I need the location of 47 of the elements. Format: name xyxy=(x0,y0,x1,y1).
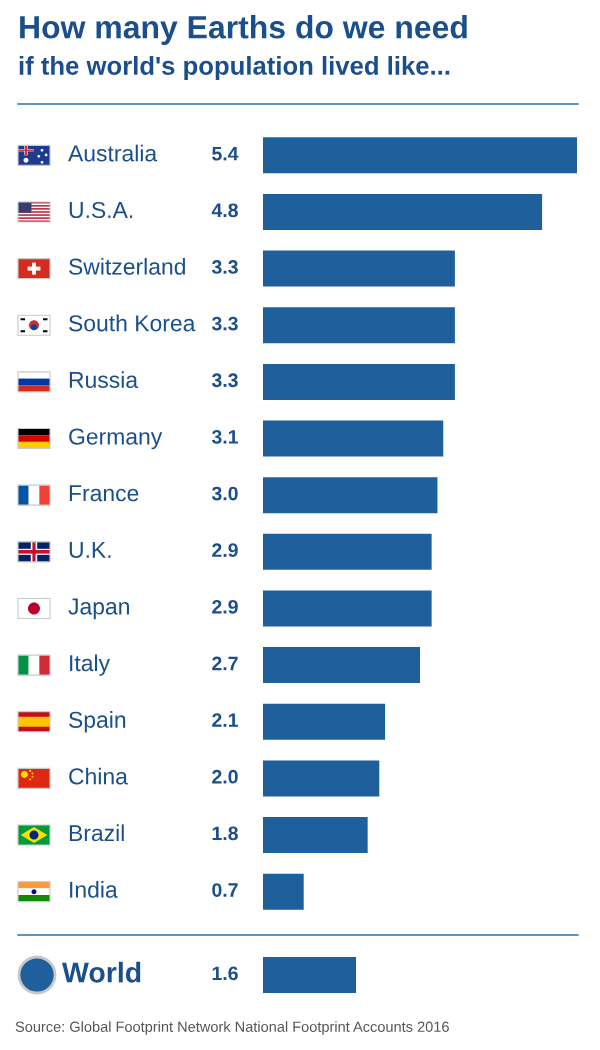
y-tick-label: U.S.A. xyxy=(69,201,133,219)
bar xyxy=(263,873,304,910)
y-tick-label: France xyxy=(69,485,139,502)
bar xyxy=(263,703,386,740)
data-label: 2.7 xyxy=(212,656,238,671)
bar xyxy=(263,193,543,230)
data-label: 2.0 xyxy=(212,769,238,784)
data-label: 3.3 xyxy=(211,373,238,388)
y-tick-label: Australia xyxy=(68,144,158,162)
bar xyxy=(263,817,368,854)
data-label: 2.1 xyxy=(212,713,238,727)
y-tick-label: Germany xyxy=(69,428,163,450)
y-tick-label: Italy xyxy=(70,654,110,676)
data-label: 5.4 xyxy=(212,146,239,161)
y-tick-label: Japan xyxy=(68,598,129,620)
y-tick-label: South Korea xyxy=(69,314,196,332)
chart-subtitle: if the world's population lived like... xyxy=(19,56,450,80)
data-label: 1.6 xyxy=(212,966,238,981)
bar xyxy=(263,420,444,457)
data-label: 3.1 xyxy=(211,429,238,444)
bar xyxy=(263,307,455,344)
bar xyxy=(263,590,432,627)
bar xyxy=(263,647,420,684)
data-label: 0.7 xyxy=(212,883,238,897)
y-tick-label: India xyxy=(70,881,118,898)
y-tick-label: Russia xyxy=(69,371,139,389)
y-tick-label: Switzerland xyxy=(69,257,185,275)
y-tick-label: Spain xyxy=(69,711,126,733)
chart-title: How many Earths do we need xyxy=(20,15,467,45)
data-label: 2.9 xyxy=(212,543,238,558)
data-label: 3.3 xyxy=(211,260,238,274)
y-tick-label: Brazil xyxy=(69,824,124,842)
bar xyxy=(263,250,455,287)
data-label: 1.8 xyxy=(212,826,238,841)
data-label: 3.0 xyxy=(211,486,238,501)
y-tick-label: World xyxy=(62,961,141,983)
bar xyxy=(263,137,577,174)
bar xyxy=(263,477,438,514)
data-label: 2.9 xyxy=(212,599,238,614)
y-tick-label: U.K. xyxy=(69,541,111,558)
y-tick-label: China xyxy=(69,767,128,785)
bar xyxy=(263,363,455,400)
data-label: 4.8 xyxy=(211,203,238,218)
annotation: Source: Global Footprint Network National Footprint Accounts 2016 xyxy=(15,1021,449,1035)
bar xyxy=(263,533,432,570)
bar xyxy=(263,760,380,797)
data-label: 3.3 xyxy=(211,316,238,331)
